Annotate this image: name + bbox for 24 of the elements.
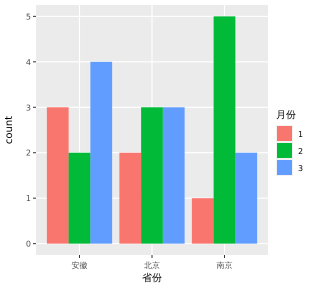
legend-label: 3 <box>298 164 304 173</box>
y-tick-label: 0 <box>26 240 31 249</box>
y-axis-title: count <box>4 116 15 144</box>
legend-label: 1 <box>298 130 304 139</box>
bar <box>192 198 214 244</box>
x-axis-title: 省份 <box>142 272 162 284</box>
bar <box>119 152 142 244</box>
legend-title: 月份 <box>276 110 296 121</box>
bar <box>141 107 163 244</box>
bar <box>235 152 258 244</box>
bar <box>214 16 236 244</box>
x-tick-label: 北京 <box>144 261 160 270</box>
y-tick-label: 4 <box>26 58 31 67</box>
y-tick-label: 2 <box>26 148 31 158</box>
bar <box>68 152 90 244</box>
bar <box>46 107 69 244</box>
y-tick-label: 1 <box>26 194 31 204</box>
y-tick-label: 5 <box>26 12 31 22</box>
x-tick-label: 南京 <box>216 261 232 270</box>
bar <box>162 107 185 244</box>
y-tick-label: 3 <box>26 103 31 112</box>
x-tick-label: 安徽 <box>72 261 88 270</box>
legend-label: 2 <box>298 147 304 156</box>
bar <box>90 62 112 244</box>
